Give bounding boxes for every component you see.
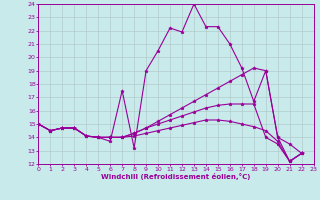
X-axis label: Windchill (Refroidissement éolien,°C): Windchill (Refroidissement éolien,°C) [101,173,251,180]
